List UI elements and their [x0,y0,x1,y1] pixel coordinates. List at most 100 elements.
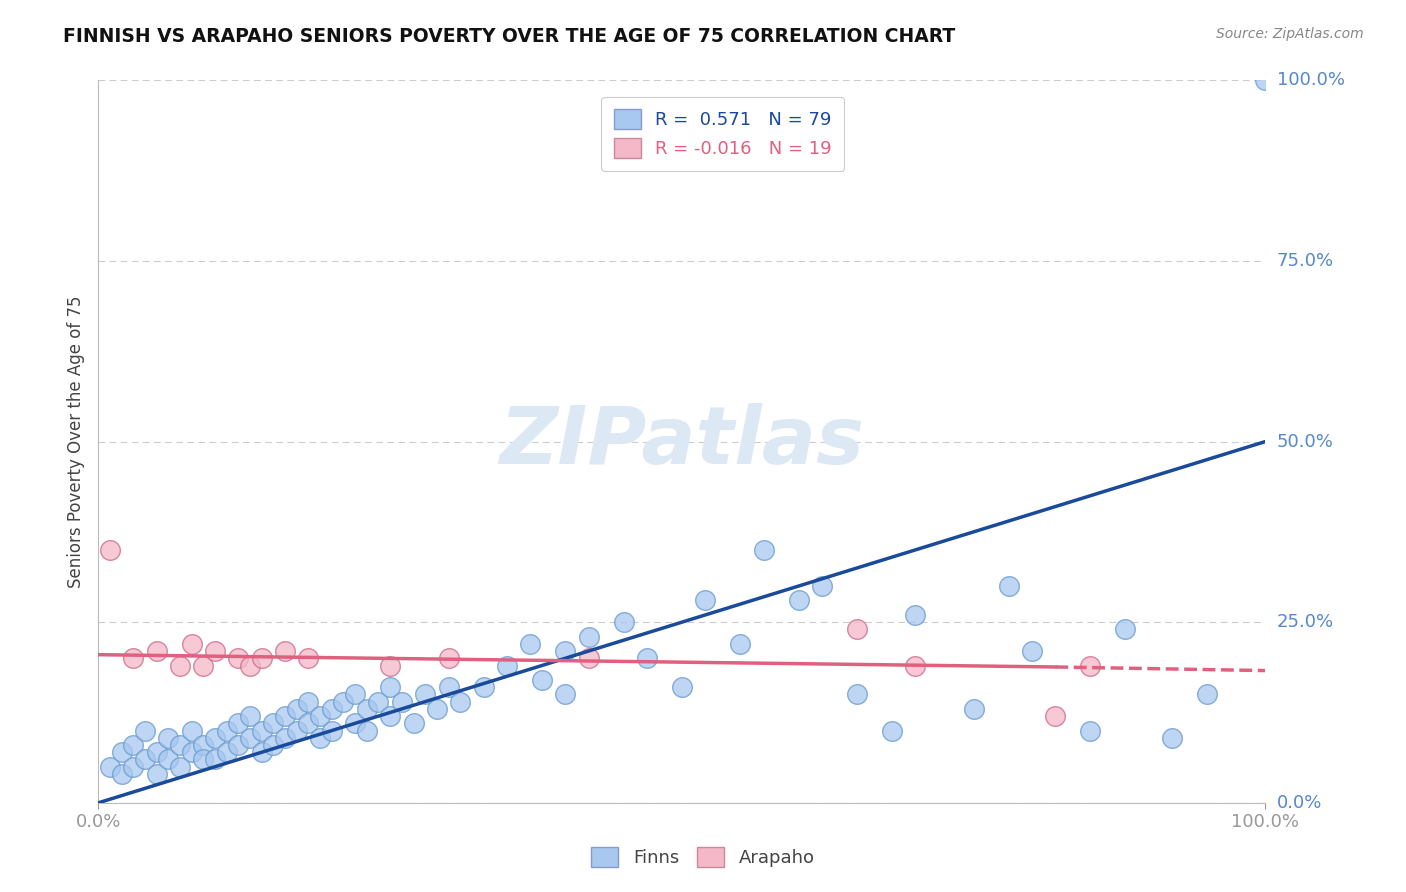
Point [193,738,215,752]
Point [228,716,250,731]
Point [204,752,226,766]
Point [367,695,389,709]
Point [437,680,460,694]
Point [122,651,145,665]
Point [193,658,215,673]
Point [380,658,402,673]
Point [134,723,156,738]
Point [169,658,191,673]
Point [344,716,367,731]
Point [1045,709,1067,723]
Point [309,731,332,745]
Text: ZIPatlas: ZIPatlas [499,402,865,481]
Point [193,752,215,766]
Point [146,745,169,759]
Point [695,593,717,607]
Point [578,651,600,665]
Point [356,702,378,716]
Point [962,702,984,716]
Text: 25.0%: 25.0% [1277,613,1334,632]
Point [274,709,297,723]
Point [239,658,262,673]
Point [332,695,354,709]
Text: Source: ZipAtlas.com: Source: ZipAtlas.com [1216,27,1364,41]
Point [530,673,553,687]
Point [496,658,519,673]
Point [356,723,378,738]
Point [274,644,297,658]
Point [180,637,202,651]
Point [1161,731,1184,745]
Point [321,702,343,716]
Point [204,731,226,745]
Point [613,615,636,630]
Point [904,658,927,673]
Point [787,593,810,607]
Point [413,687,436,701]
Point [1254,73,1277,87]
Point [98,542,121,557]
Point [1021,644,1043,658]
Text: 100.0%: 100.0% [1277,71,1344,89]
Point [1080,658,1102,673]
Point [250,651,273,665]
Point [250,723,273,738]
Point [554,687,576,701]
Point [811,579,834,593]
Point [228,651,250,665]
Point [449,695,471,709]
Point [297,716,319,731]
Point [297,651,319,665]
Point [1080,723,1102,738]
Point [215,745,238,759]
Legend: R =  0.571   N = 79, R = -0.016   N = 19: R = 0.571 N = 79, R = -0.016 N = 19 [600,96,845,170]
Point [636,651,658,665]
Point [228,738,250,752]
Point [157,731,180,745]
Point [554,644,576,658]
Point [180,745,202,759]
Point [344,687,367,701]
Point [1114,623,1136,637]
Point [169,760,191,774]
Point [215,723,238,738]
Point [380,680,402,694]
Point [250,745,273,759]
Point [134,752,156,766]
Point [274,731,297,745]
Point [180,723,202,738]
Point [111,767,134,781]
Point [519,637,541,651]
Point [157,752,180,766]
Legend: Finns, Arapaho: Finns, Arapaho [583,839,823,874]
Point [321,723,343,738]
Point [472,680,495,694]
Text: 75.0%: 75.0% [1277,252,1334,270]
Point [437,651,460,665]
Point [904,607,927,622]
Point [111,745,134,759]
Point [380,709,402,723]
Point [262,738,284,752]
Point [169,738,191,752]
Text: 50.0%: 50.0% [1277,433,1333,450]
Text: FINNISH VS ARAPAHO SENIORS POVERTY OVER THE AGE OF 75 CORRELATION CHART: FINNISH VS ARAPAHO SENIORS POVERTY OVER … [63,27,956,45]
Point [122,738,145,752]
Point [309,709,332,723]
Point [239,709,262,723]
Point [846,687,869,701]
Point [262,716,284,731]
Point [122,760,145,774]
Point [671,680,693,694]
Point [426,702,449,716]
Point [730,637,752,651]
Point [578,630,600,644]
Point [239,731,262,745]
Point [146,767,169,781]
Point [297,695,319,709]
Point [997,579,1019,593]
Text: 0.0%: 0.0% [1277,794,1322,812]
Point [204,644,226,658]
Point [880,723,903,738]
Point [285,702,308,716]
